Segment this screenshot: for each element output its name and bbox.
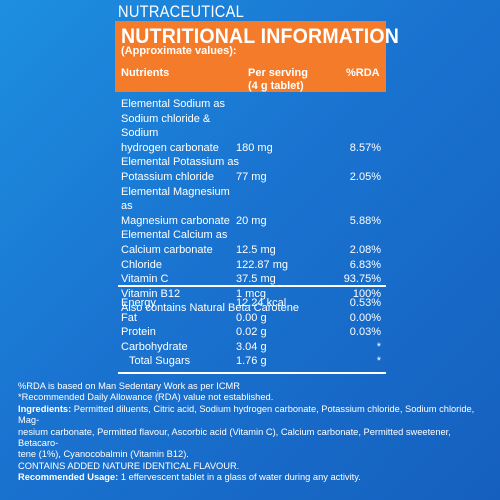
- table-row: Calcium carbonate 12.5 mg 2.08%: [121, 243, 383, 258]
- nutrient-value: 37.5 mg: [236, 273, 276, 286]
- nutrient-rda: 0.53%: [349, 297, 381, 309]
- table-row: Protein 0.02 g 0.03%: [121, 325, 383, 340]
- also-contains-note: Also contains Natural Beta Carotene: [121, 302, 299, 315]
- table-row: Energy 12.24 kcal 0.53%: [121, 296, 383, 311]
- nutrient-rda: 5.88%: [349, 214, 381, 227]
- footnotes: %RDA is based on Man Sedentary Work as p…: [18, 381, 488, 484]
- column-header-rda: %RDA: [346, 67, 380, 79]
- added-flavour-note: CONTAINS ADDED NATURE IDENTICAL FLAVOUR.: [18, 460, 240, 471]
- usage-text: 1 effervescent tablet in a glass of wate…: [118, 472, 361, 483]
- ingredients-text: Permitted diluents, Citric acid, Sodium …: [18, 403, 475, 426]
- page-title: NUTRITIONAL INFORMATION: [121, 25, 400, 48]
- nutrient-name: Calcium carbonate: [121, 243, 213, 256]
- nutrient-rda: *: [376, 355, 381, 368]
- rda-basis-note: %RDA is based on Man Sedentary Work as p…: [18, 381, 241, 391]
- nutrition-header: NUTRITIONAL INFORMATION (Approximate val…: [115, 21, 399, 93]
- column-header-nutrients: Nutrients: [121, 67, 170, 79]
- nutrient-name: Fat: [121, 311, 137, 324]
- nutrient-name: Magnesium carbonate: [121, 214, 230, 227]
- nutrient-value: 12.24 kcal: [236, 297, 287, 309]
- table-row: Carbohydrate 3.04 g *: [121, 340, 383, 355]
- nutrient-name: Energy: [121, 297, 156, 309]
- ingredients-line: Ingredients: Permitted diluents, Citric …: [18, 404, 488, 427]
- nutrient-value: 1.76 g: [236, 355, 267, 368]
- table-divider-top: [118, 285, 386, 287]
- energy-table: Energy 12.24 kcal 0.53% Fat 0.00 g 0.00% Prote…: [121, 296, 383, 369]
- nutrient-rda: 2.05%: [349, 170, 381, 183]
- table-row: Sodium chloride & Sodium: [121, 112, 383, 141]
- nutrient-value: 122.87 mg: [236, 258, 288, 271]
- mineral-table: Elemental Sodium as Sodium chloride & Sod…: [121, 97, 383, 316]
- table-row: hydrogen carbonate 180 mg 8.57%: [121, 141, 383, 156]
- nutrient-name: Chloride: [121, 258, 162, 271]
- nutrient-value: 0.02 g: [236, 326, 267, 339]
- nutrient-name: Carbohydrate: [121, 340, 188, 353]
- usage-line: Recommended Usage: 1 effervescent tablet…: [18, 472, 488, 483]
- column-header-serving-line2: (4 g tablet): [248, 80, 304, 92]
- table-row: Fat 0.00 g 0.00%: [121, 311, 383, 326]
- ingredients-line-3: tene (1%), Cyanocobalmin (Vitamin B12).: [18, 449, 189, 460]
- nutrient-name: hydrogen carbonate: [121, 141, 219, 154]
- table-row: Vitamin C 37.5 mg 93.75%: [121, 272, 383, 287]
- usage-label: Recommended Usage:: [18, 472, 119, 483]
- nutrient-name: Elemental Potassium as: [121, 156, 239, 169]
- nutrient-name: Elemental Magnesium as: [121, 185, 230, 213]
- nutrient-rda: 100%: [352, 287, 381, 300]
- table-divider-bottom: [118, 372, 386, 374]
- column-header-serving-line1: Per serving: [248, 67, 308, 79]
- nutrient-value: 77 mg: [236, 170, 267, 183]
- nutrient-name: Sodium chloride & Sodium: [121, 112, 211, 140]
- table-row: Vitamin B12 1 mcg 100%: [121, 287, 383, 302]
- nutrient-name: Vitamin C: [121, 273, 169, 286]
- nutrient-rda: 2.08%: [349, 243, 381, 256]
- nutrient-name: Elemental Calcium as: [121, 229, 228, 242]
- nutrient-rda: 8.57%: [349, 141, 381, 154]
- header-subtitle: (Approximate values):: [121, 45, 237, 57]
- table-row: Chloride 122.87 mg 6.83%: [121, 258, 383, 273]
- ingredients-line-2: nesium carbonate, Permitted flavour, Asc…: [18, 426, 451, 449]
- ingredients-label: Ingredients:: [18, 403, 72, 414]
- rda-not-established-note: *Recommended Daily Allowance (RDA) value…: [18, 392, 274, 403]
- nutrient-value: 20 mg: [236, 214, 267, 227]
- nutrient-name: Potassium chloride: [121, 170, 214, 183]
- nutrient-rda: 0.03%: [349, 326, 381, 339]
- nutrient-name: Elemental Sodium as: [121, 98, 225, 110]
- nutrient-name: Total Sugars: [129, 355, 191, 368]
- nutrient-rda: *: [376, 340, 381, 353]
- nutrient-value: 12.5 mg: [236, 243, 276, 256]
- table-row: Magnesium carbonate 20 mg 5.88%: [121, 214, 383, 229]
- table-row: Elemental Potassium as: [121, 155, 383, 170]
- nutrient-value: 1 mcg: [236, 287, 266, 300]
- nutrient-value: 3.04 g: [236, 340, 267, 353]
- nutrient-rda: 6.83%: [349, 258, 381, 271]
- brand-label: NUTRACEUTICAL: [118, 2, 245, 21]
- table-row: Potassium chloride 77 mg 2.05%: [121, 170, 383, 185]
- table-row: Elemental Calcium as: [121, 228, 383, 243]
- nutrient-rda: 0.00%: [349, 311, 381, 324]
- nutrient-name: Vitamin B12: [121, 287, 181, 300]
- nutrient-rda: 93.75%: [343, 273, 381, 286]
- nutrient-value: 0.00 g: [236, 311, 267, 324]
- column-header-serving: Per serving (4 g tablet): [248, 67, 308, 93]
- table-row: Elemental Magnesium as: [121, 185, 383, 214]
- nutrient-name: Protein: [121, 326, 156, 339]
- table-row: Elemental Sodium as: [121, 97, 383, 112]
- nutrient-value: 180 mg: [236, 141, 273, 154]
- table-row: Total Sugars 1.76 g *: [121, 354, 383, 369]
